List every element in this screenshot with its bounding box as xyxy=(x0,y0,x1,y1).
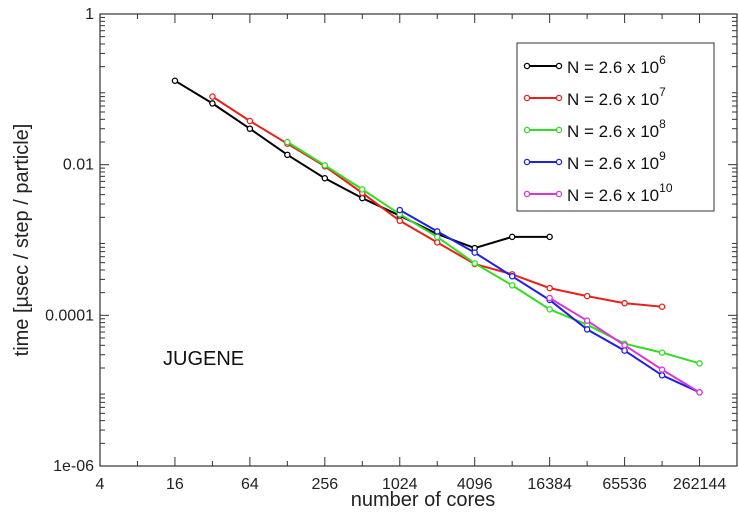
data-point xyxy=(471,249,478,256)
data-point xyxy=(621,299,628,307)
legend-marker xyxy=(555,190,563,198)
data-point xyxy=(321,162,329,169)
data-point xyxy=(546,284,553,292)
x-tick-label: 64 xyxy=(241,476,259,493)
data-point xyxy=(621,342,628,349)
x-axis-title: number of cores xyxy=(351,489,496,511)
data-point xyxy=(546,294,553,302)
data-point xyxy=(621,347,628,354)
legend-marker xyxy=(523,190,531,198)
x-tick-label: 65536 xyxy=(602,476,647,493)
data-point xyxy=(658,366,666,373)
data-point xyxy=(546,233,553,241)
legend-marker xyxy=(523,62,531,70)
x-tick-label: 4096 xyxy=(457,476,493,493)
data-point xyxy=(396,206,404,214)
data-point xyxy=(171,77,179,84)
plot-frame xyxy=(99,13,738,467)
series-3 xyxy=(284,138,703,367)
data-point xyxy=(696,389,703,396)
legend-box xyxy=(516,42,715,212)
legend-marker xyxy=(555,94,563,102)
data-point xyxy=(433,233,441,241)
y-tick-label: 0.0001 xyxy=(45,307,94,324)
legend-exponent: 6 xyxy=(659,53,666,67)
data-point xyxy=(658,349,666,356)
data-point xyxy=(209,93,216,100)
legend-exponent: 9 xyxy=(659,149,666,163)
x-tick-label: 16 xyxy=(166,476,184,493)
y-axis-title: time [µsec / step / particle] xyxy=(11,124,33,357)
series-5 xyxy=(546,294,703,396)
legend-marker xyxy=(523,126,531,134)
data-point xyxy=(658,303,666,310)
data-point xyxy=(508,233,516,241)
data-point xyxy=(433,228,441,235)
data-point xyxy=(284,151,291,159)
legend-marker xyxy=(555,158,563,166)
data-point xyxy=(396,217,404,225)
series-1 xyxy=(171,77,553,252)
y-tick-label: 0.01 xyxy=(63,157,94,174)
legend-marker xyxy=(523,158,531,166)
y-tick-label: 1 xyxy=(85,6,94,23)
legend-exponent: 8 xyxy=(659,117,666,131)
axis-ticks: 4 16 64 256 1024 4096 16384 65536 2621441e-060.0… xyxy=(45,6,738,493)
series-layer xyxy=(171,77,703,396)
legend-marker xyxy=(555,62,563,70)
x-tick-label: 1024 xyxy=(382,476,418,493)
data-point xyxy=(246,117,254,125)
data-point xyxy=(583,326,591,333)
data-point xyxy=(583,292,591,300)
data-point xyxy=(658,372,666,379)
data-point xyxy=(696,360,703,367)
data-point xyxy=(583,317,591,324)
data-point xyxy=(359,186,366,193)
data-point xyxy=(433,239,441,246)
legend-marker xyxy=(523,94,531,102)
legend-exponent: 10 xyxy=(659,181,673,195)
data-point xyxy=(508,282,516,289)
x-tick-label: 262144 xyxy=(673,476,726,493)
series-line xyxy=(174,79,550,250)
data-point xyxy=(546,306,553,313)
series-line xyxy=(286,141,700,365)
data-point xyxy=(321,175,329,182)
legend-exponent: 7 xyxy=(659,85,666,99)
data-point xyxy=(209,100,216,107)
x-tick-label: 256 xyxy=(311,476,338,493)
data-point xyxy=(284,138,291,146)
plot-annotation: JUGENE xyxy=(163,348,244,370)
data-point xyxy=(246,125,254,132)
legend-marker xyxy=(555,126,563,134)
data-point xyxy=(508,273,516,280)
y-tick-label: 1e-06 xyxy=(53,458,94,475)
data-point xyxy=(471,260,478,267)
x-tick-label: 4 xyxy=(96,476,105,493)
x-tick-label: 16384 xyxy=(527,476,572,493)
